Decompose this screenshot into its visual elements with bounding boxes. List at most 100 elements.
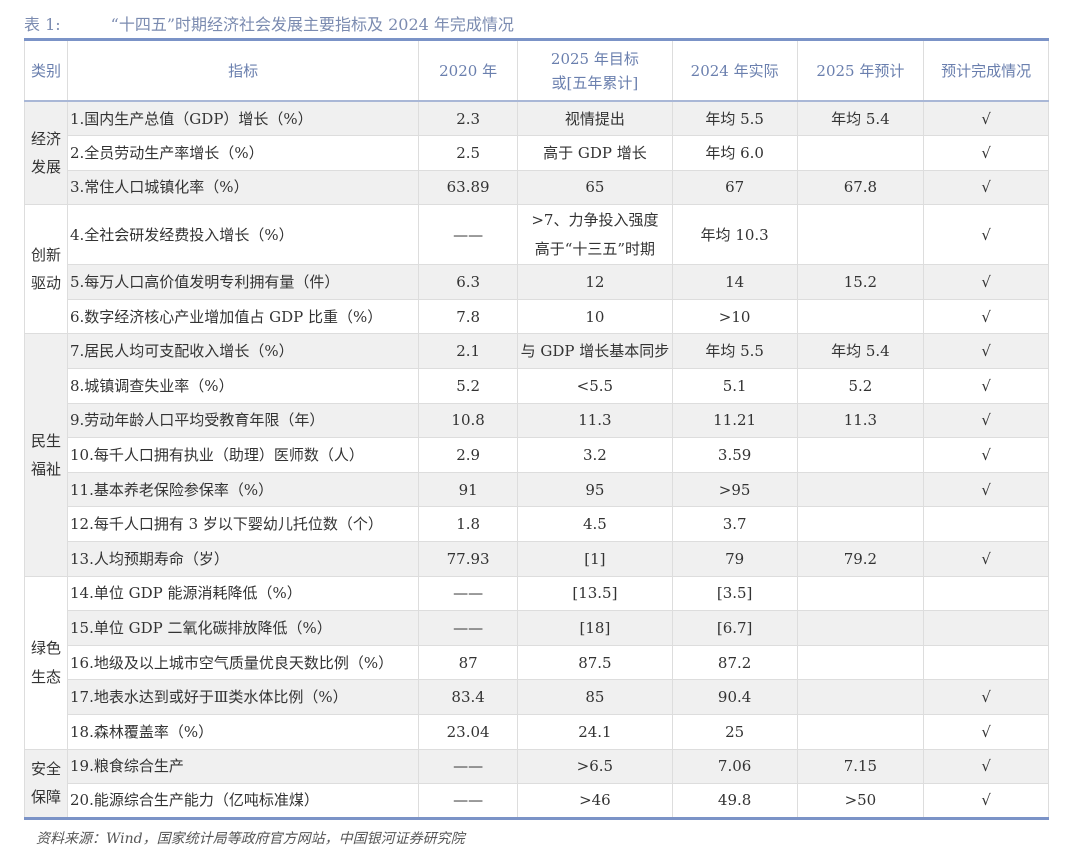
indicator-cell: 16.地级及以上城市空气质量优良天数比例（%） [66,644,420,681]
indicator-cell: 12.每千人口拥有 3 岁以下婴幼儿托位数（个） [66,506,420,543]
value-cell: 年均 10.3 [671,204,798,266]
value-cell: 65 [517,169,673,206]
column-header: 类别 [24,39,68,102]
value-cell: 14 [671,264,798,300]
value-cell [796,644,925,681]
table-row: 12.每千人口拥有 3 岁以下婴幼儿托位数（个） 1.8 4.5 3.7 [25,506,1049,543]
table-row: 9.劳动年龄人口平均受教育年限（年） 10.8 11.3 11.21 11.3 √ [25,402,1049,439]
table-row: 安全保障 19.粮食综合生产 —— >6.5 7.06 7.15 √ [24,748,1049,819]
value-cell [796,679,925,715]
value-cell: 85 [517,679,673,715]
value-cell: >6.5 [517,748,673,785]
value-cell: √ [923,204,1049,266]
value-cell: 91 [418,471,519,508]
category-label: 经济发展 [30,129,61,177]
value-cell [923,506,1049,543]
table-row: 6.数字经济核心产业增加值占 GDP 比重（%） 7.8 10 >10 √ [25,298,1049,335]
value-cell: √ [923,679,1049,715]
value-cell: 95 [517,471,673,508]
value-cell: >10 [671,298,798,335]
value-cell: 23.04 [418,714,519,750]
value-cell [796,471,925,508]
source-note: 资料来源：Wind，国家统计局等政府官方网站，中国银河证券研究院 [36,831,465,847]
indicator-cell: 10.每千人口拥有执业（助理）医师数（人） [66,437,420,473]
value-cell: >95 [671,471,798,508]
value-cell: √ [923,437,1049,473]
category-label: 安全保障 [30,759,61,807]
value-cell: 1.8 [418,506,519,543]
value-cell: 83.4 [418,679,519,715]
value-cell: 高于 GDP 增长 [517,135,673,171]
value-cell [796,575,925,612]
value-cell: —— [418,748,519,785]
value-cell: —— [418,575,519,612]
table-row: 5.每万人口高价值发明专利拥有量（件） 6.3 12 14 15.2 √ [25,264,1049,300]
value-cell [923,610,1049,646]
value-cell: 24.1 [517,714,673,750]
table-row: 8.城镇调查失业率（%） 5.2 <5.5 5.1 5.2 √ [25,368,1049,404]
value-cell: 7.06 [671,748,798,785]
column-header: 2024 年实际 [671,39,798,102]
table-row: 18.森林覆盖率（%） 23.04 24.1 25 √ [25,714,1049,750]
value-cell: 年均 5.4 [796,333,925,370]
value-cell: [3.5] [671,575,798,612]
value-cell: 2.9 [418,437,519,473]
column-header: 指标 [66,39,420,102]
value-cell: [13.5] [517,575,673,612]
value-cell [923,644,1049,681]
value-cell: 2.5 [418,135,519,171]
value-cell: 87.5 [517,644,673,681]
value-cell: 年均 5.5 [671,333,798,370]
indicator-cell: 4.全社会研发经费投入增长（%） [66,204,420,266]
value-cell: 2.1 [418,333,519,370]
value-cell: √ [923,783,1049,819]
category-label: 民生福祉 [30,431,61,479]
indicator-cell: 8.城镇调查失业率（%） [66,368,420,404]
table-row: 经济发展 1.国内生产总值（GDP）增长（%） 2.3 视情提出 年均 5.5 年均 5.… [24,100,1049,206]
indicator-cell: 1.国内生产总值（GDP）增长（%） [66,100,420,137]
value-cell: √ [923,541,1049,577]
value-cell: √ [923,714,1049,750]
value-cell: 67.8 [796,169,925,206]
value-cell: √ [923,264,1049,300]
value-cell: √ [923,402,1049,439]
value-cell: 年均 5.5 [671,100,798,137]
value-cell [923,575,1049,612]
table-row: 绿色生态 14.单位 GDP 能源消耗降低（%） —— [13.5] [3.5] [24,575,1049,750]
value-cell: 12 [517,264,673,300]
value-cell: 3.2 [517,437,673,473]
value-cell: 5.2 [796,368,925,404]
value-cell: 2.3 [418,100,519,137]
value-cell: 7.8 [418,298,519,335]
value-cell: 90.4 [671,679,798,715]
value-cell: √ [923,298,1049,335]
value-cell: 5.2 [418,368,519,404]
value-cell: 63.89 [418,169,519,206]
value-cell: 67 [671,169,798,206]
value-cell: 7.15 [796,748,925,785]
value-cell: 79 [671,541,798,577]
value-cell: <5.5 [517,368,673,404]
table-row: 16.地级及以上城市空气质量优良天数比例（%） 87 87.5 87.2 [25,644,1049,681]
category-cell: 创新驱动 [24,204,68,335]
table-row: 10.每千人口拥有执业（助理）医师数（人） 2.9 3.2 3.59 √ [25,437,1049,473]
category-label: 绿色生态 [30,639,61,686]
value-cell: [6.7] [671,610,798,646]
value-cell: >50 [796,783,925,819]
table-row: 17.地表水达到或好于Ⅲ类水体比例（%） 83.4 85 90.4 √ [25,679,1049,715]
value-cell: 3.59 [671,437,798,473]
indicator-cell: 9.劳动年龄人口平均受教育年限（年） [66,402,420,439]
value-cell: —— [418,610,519,646]
indicator-cell: 15.单位 GDP 二氧化碳排放降低（%） [66,610,420,646]
value-cell: 11.3 [517,402,673,439]
category-cell: 经济发展 [24,100,68,206]
table-label: 表 1: [24,15,61,34]
table-title: 表 1: “十四五”时期经济社会发展主要指标及 2024 年完成情况 [24,11,514,35]
value-cell [796,298,925,335]
value-cell: √ [923,471,1049,508]
indicator-cell: 17.地表水达到或好于Ⅲ类水体比例（%） [66,679,420,715]
column-header: 预计完成情况 [923,39,1049,102]
indicator-cell: 11.基本养老保险参保率（%） [66,471,420,508]
column-header: 2025 年预计 [796,39,925,102]
table-row: 3.常住人口城镇化率（%） 63.89 65 67 67.8 √ [25,169,1049,206]
